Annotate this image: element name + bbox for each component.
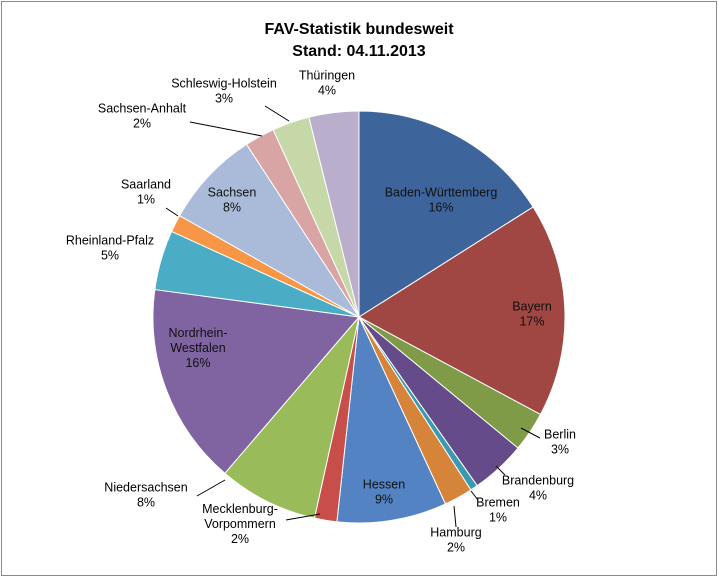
- label-niedersachsen: Niedersachsen 8%: [104, 481, 187, 510]
- slice-thueringen: [308, 110, 360, 318]
- label-baden-wuerttemberg: Baden-Württemberg 16%: [385, 186, 498, 215]
- leader-line-sachsen-anhalt: [189, 121, 263, 137]
- leader-line-hamburg: [453, 505, 457, 528]
- label-bremen: Bremen 1%: [476, 496, 520, 525]
- label-nordrhein-westfalen: Nordrhein-Westfalen 16%: [168, 326, 227, 370]
- leader-line-niedersachsen: [196, 479, 226, 497]
- label-brandenburg: Brandenburg 4%: [502, 474, 574, 503]
- leader-line-mecklenburg-vorpommern: [285, 513, 321, 521]
- leader-line-bremen: [470, 490, 479, 501]
- label-mecklenburg-vorpommern: Mecklenburg-Vorpommern 2%: [202, 502, 278, 546]
- slice-nordrhein-westfalen: [152, 288, 360, 475]
- chart-title: FAV-Statistik bundesweit: [264, 21, 454, 38]
- label-schleswig-holstein: Schleswig-Holstein 3%: [171, 77, 277, 106]
- slice-bayern: [358, 206, 566, 416]
- label-thueringen: Thüringen 4%: [299, 69, 355, 98]
- slice-sachsen: [178, 143, 360, 318]
- label-bayern: Bayern 17%: [512, 300, 552, 329]
- label-berlin: Berlin 3%: [544, 428, 576, 457]
- slice-niedersachsen: [224, 316, 360, 519]
- label-sachsen-anhalt: Sachsen-Anhalt 2%: [98, 102, 187, 131]
- label-saarland: Saarland 1%: [121, 178, 171, 207]
- leader-line-schleswig-holstein: [264, 105, 290, 122]
- label-sachsen: Sachsen 8%: [208, 186, 257, 215]
- chart-subtitle: Stand: 04.11.2013: [292, 43, 426, 60]
- label-rheinland-pfalz: Rheinland-Pfalz 5%: [66, 234, 154, 263]
- slice-baden-wuerttemberg: [358, 110, 534, 318]
- leader-line-berlin: [520, 427, 541, 439]
- label-hamburg: Hamburg 2%: [430, 526, 481, 555]
- leader-line-brandenburg: [495, 465, 506, 476]
- leader-line-saarland: [165, 207, 179, 217]
- slice-hessen: [336, 315, 447, 524]
- label-hessen: Hessen 9%: [363, 478, 405, 507]
